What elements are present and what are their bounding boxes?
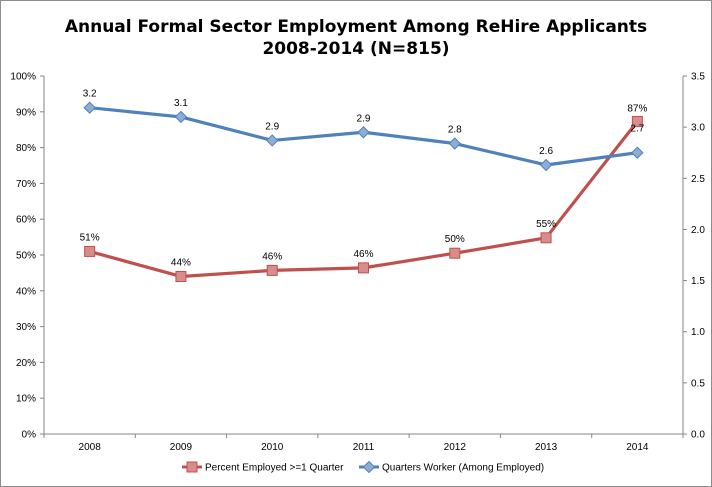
point-percent-employed xyxy=(631,115,643,127)
x-tick-label: 2009 xyxy=(170,442,193,453)
legend-label-percent-employed: Percent Employed >=1 Quarter xyxy=(205,463,344,474)
point-percent-employed xyxy=(540,232,552,244)
y-left-tick-label: 70% xyxy=(16,179,36,190)
data-label-quarters-worked: 2.9 xyxy=(357,113,371,124)
x-tick-label: 2013 xyxy=(535,442,558,453)
data-label-percent-employed: 50% xyxy=(445,234,465,245)
y-left-tick-label: 100% xyxy=(10,72,36,83)
y-left-tick-label: 80% xyxy=(16,143,36,154)
legend-swatch-marker-quarters-worked xyxy=(362,460,376,474)
y-right-tick-label: 2.5 xyxy=(691,174,705,185)
y-left-tick-label: 60% xyxy=(16,215,36,226)
data-label-percent-employed: 51% xyxy=(80,232,100,243)
point-quarters-worked xyxy=(266,134,279,147)
y-right-tick-label: 1.5 xyxy=(691,276,705,287)
y-left-tick-label: 0% xyxy=(22,430,37,441)
y-left-tick-label: 50% xyxy=(16,251,36,262)
y-right-tick-label: 3.5 xyxy=(691,72,705,83)
data-label-quarters-worked: 2.8 xyxy=(448,125,462,136)
point-percent-employed xyxy=(266,264,278,276)
data-label-quarters-worked: 2.9 xyxy=(265,121,279,132)
x-tick-label: 2012 xyxy=(444,442,467,453)
legend-label-quarters-worked: Quarters Worker (Among Employed) xyxy=(382,463,544,474)
point-quarters-worked xyxy=(539,158,553,172)
legend-swatch-marker-percent-employed xyxy=(186,461,198,473)
y-left-tick-label: 10% xyxy=(16,394,36,405)
data-label-quarters-worked: 2.6 xyxy=(539,146,553,157)
data-label-percent-employed: 46% xyxy=(262,251,282,262)
data-label-percent-employed: 46% xyxy=(353,249,373,260)
y-right-tick-label: 1.0 xyxy=(691,327,705,338)
point-percent-employed xyxy=(358,262,369,274)
data-label-quarters-worked: 3.2 xyxy=(83,89,97,100)
y-left-tick-label: 30% xyxy=(16,322,36,333)
point-quarters-worked xyxy=(83,101,96,114)
y-left-tick-label: 40% xyxy=(16,286,36,297)
y-left-tick-label: 90% xyxy=(16,107,36,118)
x-tick-label: 2011 xyxy=(353,442,375,453)
y-right-tick-label: 2.0 xyxy=(691,225,705,236)
chart-title: Annual Formal Sector Employment Among Re… xyxy=(0,16,712,60)
point-quarters-worked xyxy=(631,146,644,159)
point-quarters-worked xyxy=(174,110,188,124)
x-tick-label: 2008 xyxy=(79,442,102,453)
chart-title-line2: 2008-2014 (N=815) xyxy=(262,39,450,59)
y-left-tick-label: 20% xyxy=(16,358,36,369)
x-tick-label: 2014 xyxy=(626,442,649,453)
data-label-percent-employed: 87% xyxy=(627,103,647,114)
data-label-quarters-worked: 2.7 xyxy=(630,124,644,135)
y-right-tick-label: 3.0 xyxy=(691,123,705,134)
data-label-quarters-worked: 3.1 xyxy=(174,98,188,109)
chart-title-line1: Annual Formal Sector Employment Among Re… xyxy=(64,17,648,37)
y-right-tick-label: 0.5 xyxy=(691,378,705,389)
point-percent-employed xyxy=(449,247,461,259)
point-percent-employed xyxy=(84,245,96,257)
point-quarters-worked xyxy=(448,137,461,150)
point-percent-employed xyxy=(175,270,187,282)
point-quarters-worked xyxy=(357,126,370,139)
y-right-tick-label: 0.0 xyxy=(691,430,705,441)
data-label-percent-employed: 55% xyxy=(536,219,556,230)
x-tick-label: 2010 xyxy=(261,442,284,453)
data-label-percent-employed: 44% xyxy=(171,257,191,268)
